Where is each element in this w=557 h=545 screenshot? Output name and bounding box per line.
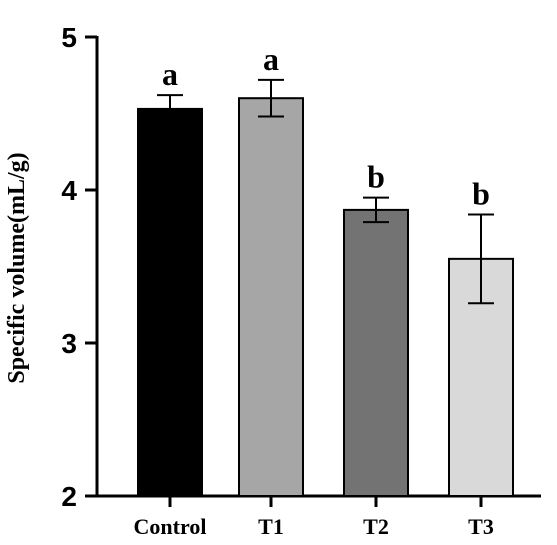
y-ticks: 2 3 4 5 <box>61 22 97 512</box>
y-tick-label: 3 <box>61 328 77 359</box>
significance-labels: a a b b <box>162 41 490 212</box>
error-bar <box>258 78 284 118</box>
x-ticks: Control T1 T2 T3 <box>134 496 494 539</box>
bar-t2 <box>343 208 409 497</box>
x-tick-label: T3 <box>468 514 494 539</box>
error-bars <box>157 78 494 305</box>
bars <box>137 97 514 497</box>
significance-label: b <box>472 175 490 211</box>
bar-t1 <box>238 97 304 497</box>
x-tick-label: T1 <box>258 514 284 539</box>
y-tick-label: 2 <box>61 481 77 512</box>
significance-label: a <box>263 41 279 77</box>
significance-label: a <box>162 56 178 92</box>
significance-label: b <box>367 159 385 195</box>
error-bar <box>468 213 494 305</box>
y-axis-label: Specific volume(mL/g) <box>4 152 30 383</box>
x-tick-label: T2 <box>363 514 389 539</box>
x-tick-label: Control <box>134 514 207 539</box>
y-tick-label: 5 <box>61 22 77 53</box>
error-bar <box>157 94 183 124</box>
bar-control <box>137 107 203 497</box>
error-bar <box>363 196 389 224</box>
y-tick-label: 4 <box>61 175 77 206</box>
